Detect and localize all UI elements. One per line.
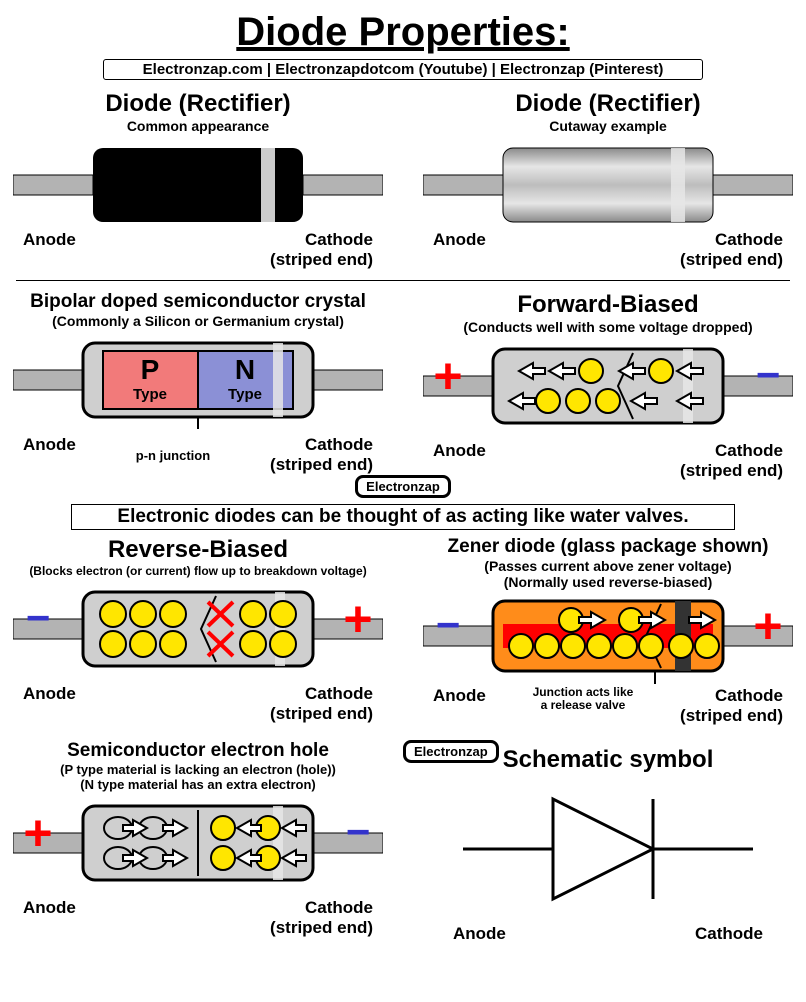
svg-text:+: + bbox=[753, 598, 782, 654]
subheading: (Conducts well with some voltage dropped… bbox=[423, 319, 793, 335]
zener-svg: − + bbox=[423, 596, 793, 686]
cathode-label: Cathode bbox=[305, 898, 373, 917]
heading: Semiconductor electron hole bbox=[13, 740, 383, 762]
brand-badge: Electronzap bbox=[403, 740, 499, 763]
hole-svg: + − bbox=[13, 798, 383, 898]
sub2: (N type material has an extra electron) bbox=[13, 777, 383, 792]
diode-common-svg bbox=[13, 140, 383, 230]
svg-text:+: + bbox=[23, 805, 52, 861]
panel-zener: Zener diode (glass package shown) (Passe… bbox=[423, 536, 793, 726]
cathode-sub: (striped end) bbox=[270, 704, 373, 723]
subheading: (Blocks electron (or current) flow up to… bbox=[13, 564, 383, 578]
cathode-label: Cathode bbox=[305, 230, 373, 249]
cathode-label: Cathode bbox=[695, 924, 763, 944]
anode-label: Anode bbox=[23, 898, 76, 938]
heading: Forward-Biased bbox=[423, 291, 793, 319]
anode-label: Anode bbox=[453, 924, 506, 944]
panel-pn-crystal: Bipolar doped semiconductor crystal (Com… bbox=[13, 291, 383, 481]
heading: Diode (Rectifier) bbox=[423, 90, 793, 118]
panel-cutaway: Diode (Rectifier) Cutaway example bbox=[423, 90, 793, 270]
divider bbox=[16, 280, 790, 281]
forward-svg: + − bbox=[423, 341, 793, 441]
subheading: Common appearance bbox=[13, 118, 383, 134]
heading: Diode (Rectifier) bbox=[13, 90, 383, 118]
heading: Zener diode (glass package shown) bbox=[423, 536, 793, 558]
anode-label: Anode bbox=[23, 435, 76, 475]
svg-text:+: + bbox=[433, 348, 462, 404]
sub1: (Passes current above zener voltage) bbox=[423, 558, 793, 574]
svg-text:+: + bbox=[343, 591, 372, 647]
cathode-label: Cathode bbox=[305, 684, 373, 703]
anode-label: Anode bbox=[23, 684, 76, 724]
cathode-label: Cathode bbox=[715, 441, 783, 460]
svg-text:N: N bbox=[235, 354, 255, 385]
cathode-label: Cathode bbox=[715, 686, 783, 705]
subheading: (Commonly a Silicon or Germanium crystal… bbox=[13, 313, 383, 329]
sub2: (Normally used reverse-biased) bbox=[423, 574, 793, 590]
svg-text:Type: Type bbox=[228, 386, 262, 403]
junction-note1: Junction acts like bbox=[533, 685, 634, 699]
anode-label: Anode bbox=[433, 441, 486, 481]
svg-text:P: P bbox=[141, 354, 160, 385]
sub1: (P type material is lacking an electron … bbox=[13, 762, 383, 777]
svg-text:−: − bbox=[756, 351, 781, 398]
svg-text:−: − bbox=[436, 601, 461, 648]
panel-reverse-biased: Reverse-Biased (Blocks electron (or curr… bbox=[13, 536, 383, 726]
cathode-label: Cathode bbox=[715, 230, 783, 249]
subheading: Cutaway example bbox=[423, 118, 793, 134]
reverse-svg: − + bbox=[13, 584, 383, 684]
panel-schematic: Electronzap Schematic symbol Anode Catho… bbox=[423, 740, 793, 944]
panel-forward-biased: Forward-Biased (Conducts well with some … bbox=[423, 291, 793, 481]
cathode-sub: (striped end) bbox=[270, 250, 373, 269]
panel-electron-hole: Semiconductor electron hole (P type mate… bbox=[13, 740, 383, 944]
svg-text:−: − bbox=[26, 594, 51, 641]
cathode-sub: (striped end) bbox=[680, 706, 783, 725]
svg-text:Type: Type bbox=[133, 386, 167, 403]
schematic-svg bbox=[423, 774, 793, 924]
anode-label: Anode bbox=[433, 686, 486, 726]
pn-svg: P Type N Type bbox=[13, 335, 383, 435]
diode-cutaway-svg bbox=[423, 140, 793, 230]
anode-label: Anode bbox=[23, 230, 76, 270]
heading: Reverse-Biased bbox=[13, 536, 383, 564]
cathode-sub: (striped end) bbox=[680, 461, 783, 480]
junction-label: p-n junction bbox=[136, 448, 210, 463]
heading: Bipolar doped semiconductor crystal bbox=[13, 291, 383, 313]
cathode-sub: (striped end) bbox=[680, 250, 783, 269]
svg-text:−: − bbox=[346, 808, 371, 855]
credits-box: Electronzap.com | Electronzapdotcom (You… bbox=[103, 59, 703, 80]
anode-label: Anode bbox=[433, 230, 486, 270]
panel-common-appearance: Diode (Rectifier) Common appearance Anod… bbox=[13, 90, 383, 270]
note-box: Electronic diodes can be thought of as a… bbox=[71, 504, 735, 530]
junction-note2: a release valve bbox=[541, 698, 626, 712]
cathode-sub: (striped end) bbox=[270, 918, 373, 937]
cathode-label: Cathode bbox=[305, 435, 373, 454]
page-title: Diode Properties: bbox=[0, 10, 806, 55]
cathode-sub: (striped end) bbox=[270, 455, 373, 474]
